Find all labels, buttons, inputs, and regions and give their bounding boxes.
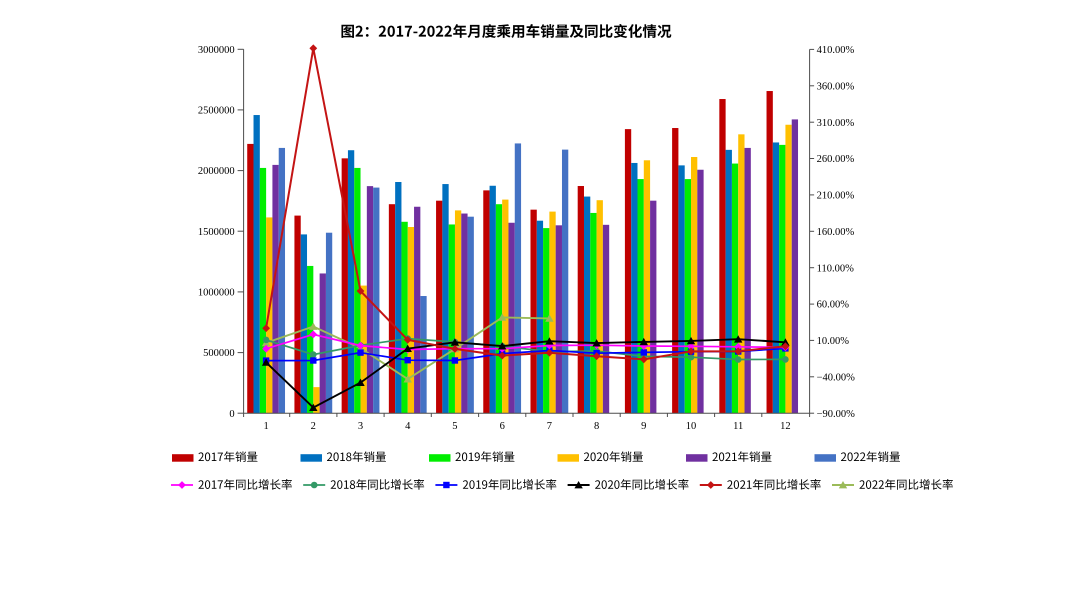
svg-text:−90.00%: −90.00% [817, 409, 856, 420]
svg-text:500000: 500000 [203, 348, 235, 359]
svg-text:10: 10 [686, 421, 697, 432]
svg-text:3000000: 3000000 [198, 45, 235, 56]
svg-text:2500000: 2500000 [198, 106, 235, 117]
svg-text:10.00%: 10.00% [817, 336, 850, 347]
svg-text:2000000: 2000000 [198, 166, 235, 177]
svg-text:1000000: 1000000 [198, 288, 235, 299]
svg-text:11: 11 [733, 421, 743, 432]
svg-text:110.00%: 110.00% [817, 263, 854, 274]
svg-text:260.00%: 260.00% [817, 154, 855, 165]
svg-text:1500000: 1500000 [198, 227, 235, 238]
svg-text:7: 7 [547, 421, 552, 432]
svg-text:5: 5 [452, 421, 457, 432]
svg-text:12: 12 [780, 421, 791, 432]
svg-text:9: 9 [641, 421, 646, 432]
svg-text:1: 1 [263, 421, 268, 432]
svg-text:4: 4 [405, 421, 411, 432]
svg-text:8: 8 [594, 421, 599, 432]
svg-text:3: 3 [358, 421, 363, 432]
svg-text:210.00%: 210.00% [817, 191, 855, 202]
svg-text:6: 6 [500, 421, 505, 432]
svg-text:0: 0 [229, 409, 234, 420]
svg-text:60.00%: 60.00% [817, 300, 850, 311]
svg-text:360.00%: 360.00% [817, 81, 855, 92]
svg-text:410.00%: 410.00% [817, 45, 855, 56]
svg-text:−40.00%: −40.00% [817, 372, 856, 383]
svg-text:310.00%: 310.00% [817, 118, 855, 129]
svg-text:160.00%: 160.00% [817, 227, 855, 238]
svg-text:2: 2 [311, 421, 316, 432]
